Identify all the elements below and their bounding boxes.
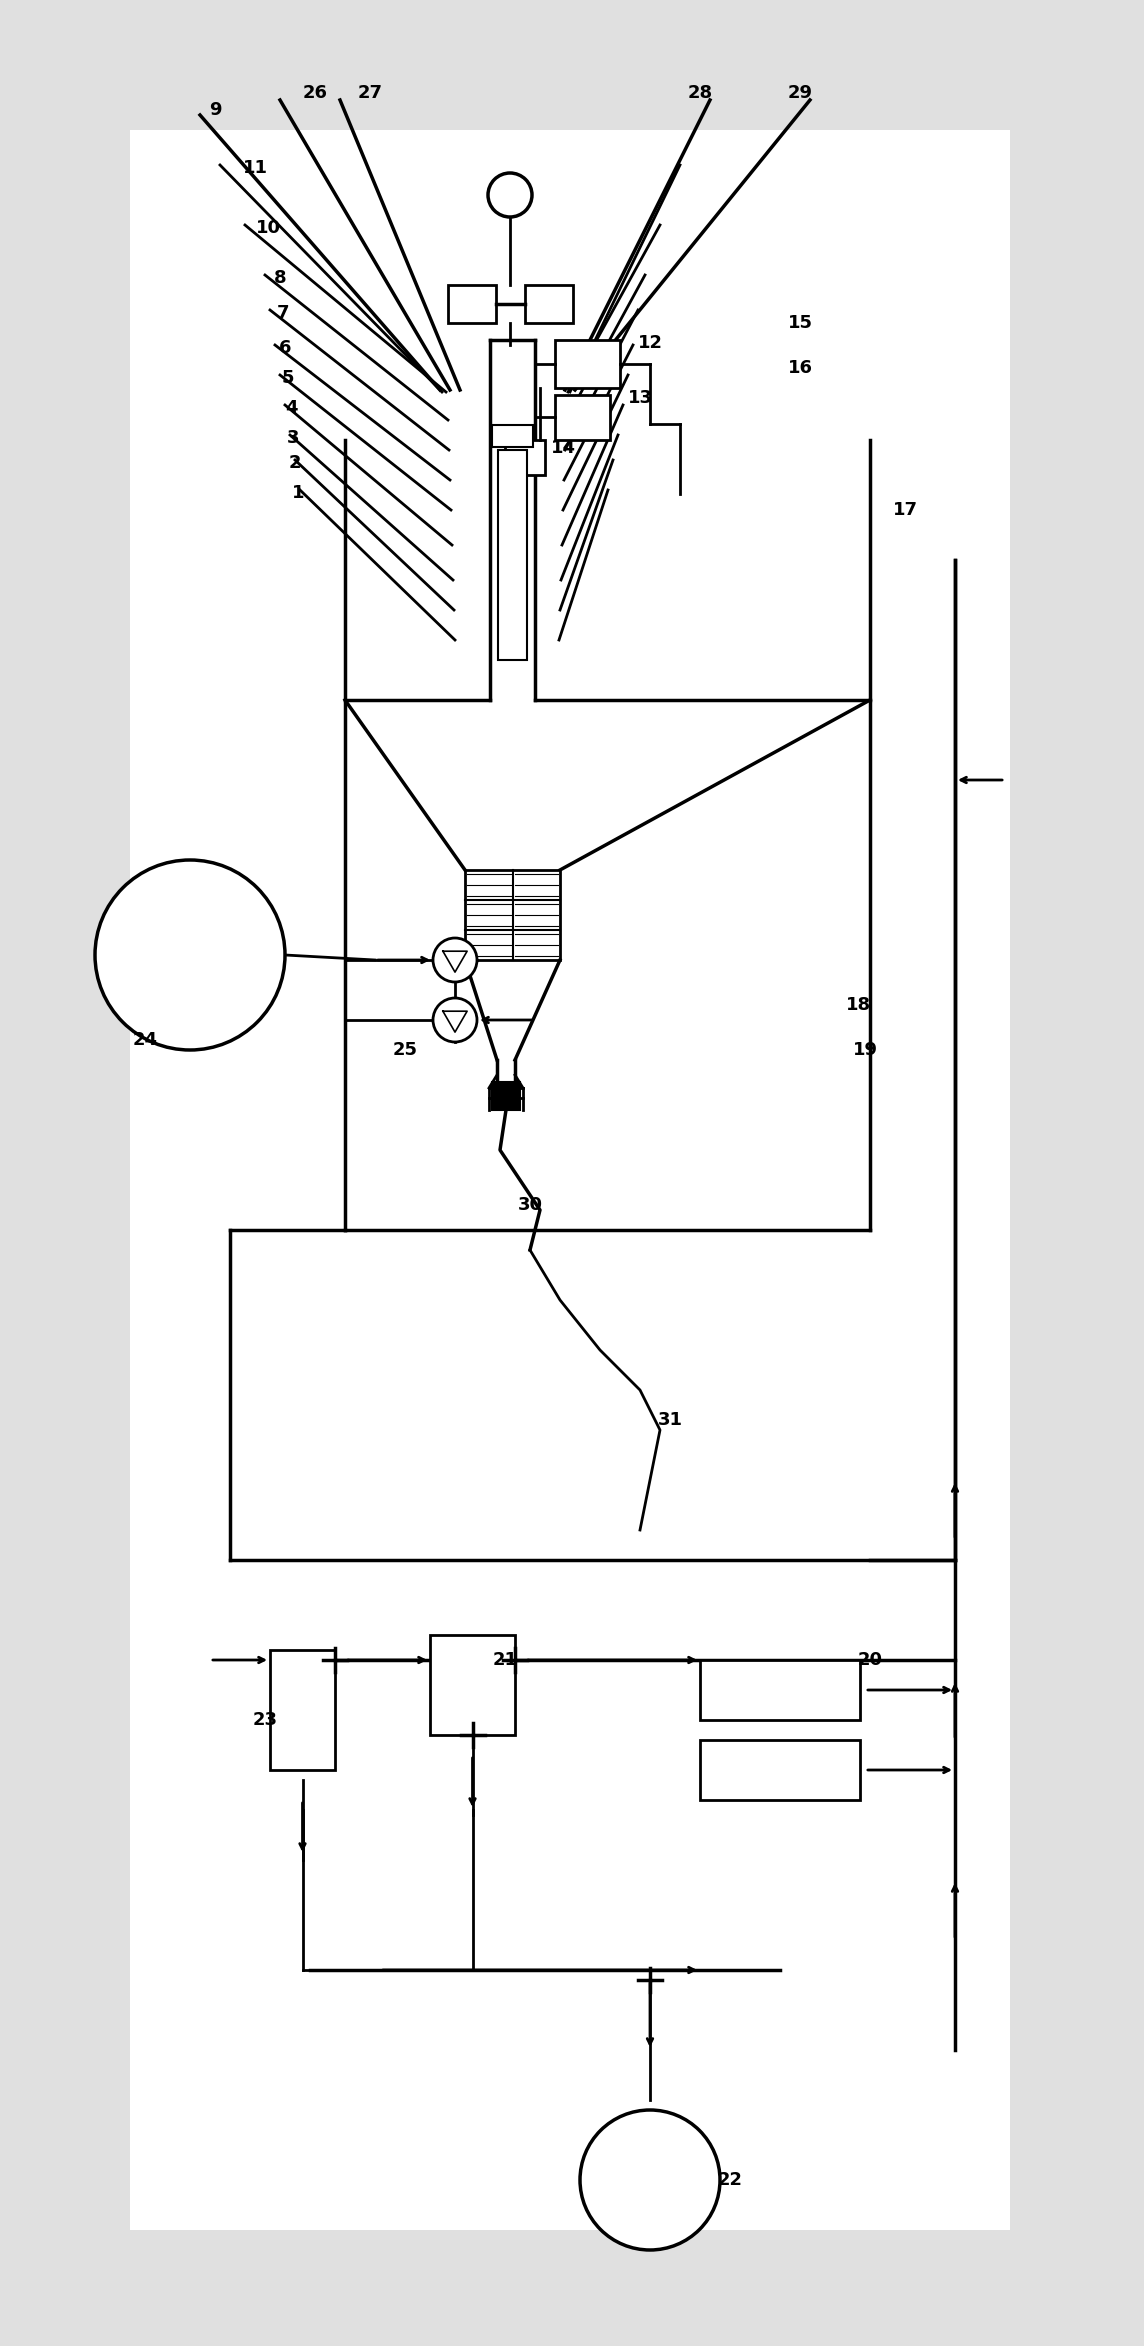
Text: 14: 14 <box>550 439 575 457</box>
Text: 18: 18 <box>845 997 871 1013</box>
Text: 4: 4 <box>285 399 297 418</box>
Circle shape <box>432 997 477 1042</box>
Text: 11: 11 <box>243 160 268 176</box>
Text: 23: 23 <box>253 1710 278 1729</box>
Text: 5: 5 <box>281 368 294 387</box>
Text: 31: 31 <box>658 1410 683 1429</box>
Circle shape <box>95 861 285 1051</box>
Circle shape <box>580 2109 720 2250</box>
Bar <box>492 1082 521 1110</box>
Text: 22: 22 <box>717 2170 742 2189</box>
Text: 17: 17 <box>892 502 917 518</box>
Text: 27: 27 <box>357 84 382 101</box>
Circle shape <box>488 174 532 216</box>
Bar <box>270 1649 335 1769</box>
Bar <box>430 1635 515 1736</box>
Bar <box>464 870 561 960</box>
Bar <box>555 394 610 441</box>
Text: 6: 6 <box>279 340 292 357</box>
Text: 20: 20 <box>858 1652 882 1668</box>
Text: 9: 9 <box>208 101 221 120</box>
Text: 7: 7 <box>277 305 289 321</box>
Bar <box>448 284 496 324</box>
Text: 29: 29 <box>787 84 812 101</box>
Text: 21: 21 <box>493 1652 517 1668</box>
Text: 30: 30 <box>517 1196 542 1213</box>
Bar <box>700 1741 860 1799</box>
Text: 19: 19 <box>852 1042 877 1058</box>
Text: 8: 8 <box>273 270 286 286</box>
Circle shape <box>432 938 477 983</box>
Bar <box>525 284 573 324</box>
Text: 13: 13 <box>628 389 652 406</box>
Text: 12: 12 <box>637 333 662 352</box>
Text: 25: 25 <box>392 1042 418 1058</box>
Bar <box>130 129 1010 2231</box>
Text: 16: 16 <box>787 359 812 378</box>
Text: 15: 15 <box>787 314 812 333</box>
Text: 24: 24 <box>133 1030 158 1049</box>
Text: 1: 1 <box>292 483 304 502</box>
Text: 2: 2 <box>288 455 301 472</box>
Bar <box>492 425 533 448</box>
Bar <box>498 450 527 659</box>
Text: 3: 3 <box>287 429 300 448</box>
Bar <box>505 441 545 474</box>
Text: 28: 28 <box>688 84 713 101</box>
Bar <box>555 340 620 387</box>
Text: 10: 10 <box>255 218 280 237</box>
Bar <box>700 1661 860 1720</box>
Text: 26: 26 <box>302 84 327 101</box>
